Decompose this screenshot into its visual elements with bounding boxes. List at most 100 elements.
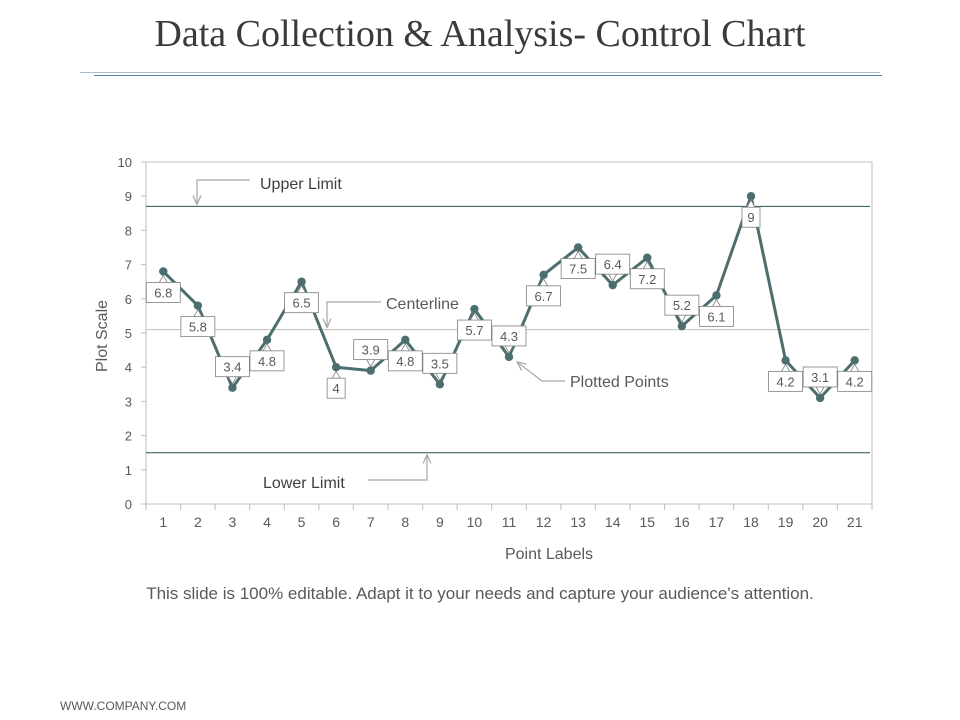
data-label-pointer [366,359,376,368]
y-tick-label: 7 [125,258,132,273]
data-label: 4.8 [249,343,285,372]
data-point [677,321,687,331]
data-label-box [664,294,700,316]
data-label: 4.2 [837,363,873,392]
data-label-text: 3.5 [431,356,449,371]
title-divider-line [80,72,880,73]
data-label-pointer [470,312,479,321]
title-divider-accent-line [94,75,882,76]
data-label: 6.8 [145,274,181,303]
data-label-text: 4.3 [500,329,518,344]
data-label-pointer [331,370,341,379]
data-label-text: 6.5 [293,296,311,311]
slide-title: Data Collection & Analysis- Control Char… [154,13,806,55]
data-label-box [387,350,423,372]
data-label-box [629,268,665,290]
data-point [435,380,445,389]
lower-limit-annotation: Lower Limit [263,475,345,492]
data-label: 4.3 [491,325,527,354]
data-label-text: 6.8 [154,285,172,300]
data-label-pointer [746,199,756,208]
centerline-connector [327,301,381,328]
data-point [573,243,583,252]
data-label-text: 4.2 [777,374,795,389]
data-label-text: 3.9 [362,343,380,358]
data-point [815,393,825,403]
data-label-pointer [228,376,237,385]
data-label-box [526,285,561,307]
data-label: 5.2 [664,294,700,323]
x-tick-label: 6 [332,514,340,530]
x-tick-label: 20 [812,514,828,530]
x-tick-label: 18 [743,514,759,530]
data-label-box [595,253,631,275]
data-label: 3.5 [422,352,458,382]
data-point [366,366,375,375]
data-label-pointer [193,308,203,317]
data-label-pointer [262,343,272,352]
data-label-box [180,316,216,338]
data-point [781,356,790,365]
data-label-text: 7.2 [638,272,656,287]
y-tick-label: 5 [125,326,132,341]
data-label-box [837,370,873,392]
x-tick-label: 4 [263,514,271,530]
data-label-box [326,377,346,399]
x-tick-label: 10 [467,514,483,530]
lower-limit-connector [368,455,427,481]
data-point [159,267,168,276]
data-label-text: 5.7 [465,323,483,338]
data-label-pointer [815,386,825,395]
data-point [504,352,514,362]
data-label: 7.5 [560,250,596,279]
y-axis-title: Plot Scale [94,300,111,372]
x-tick-label: 8 [401,514,409,530]
upper-limit-annotation: Upper Limit [260,176,342,193]
data-point [401,335,410,345]
data-point [193,301,203,310]
x-tick-label: 12 [536,514,552,530]
x-tick-label: 3 [229,514,237,530]
data-label-box [145,282,181,303]
data-point [262,335,272,345]
data-label-pointer [781,363,790,372]
data-label-box [457,319,492,341]
data-label: 3.9 [353,339,389,368]
data-label: 3.1 [802,366,838,395]
data-label-text: 7.5 [569,262,587,277]
data-label-pointer [158,274,168,283]
footer-website: WWW.COMPANY.COM [60,699,187,713]
y-tick-label: 6 [125,292,132,307]
data-label-box [353,339,389,361]
x-tick-label: 11 [502,514,517,530]
x-tick-label: 17 [709,514,725,530]
data-label-box [249,350,285,372]
plotted-points-connector [517,362,565,382]
data-label: 6.7 [526,278,561,307]
data-label-text: 9 [747,210,754,225]
data-point [297,277,306,286]
plotted-points-annotation: Plotted Points [570,374,669,391]
data-label: 6.5 [284,284,319,314]
data-label-pointer [400,343,410,352]
data-label: 6.4 [595,253,631,282]
x-tick-label: 21 [847,514,863,530]
data-label-pointer [850,363,860,372]
data-label: 4.2 [768,363,803,392]
data-label-text: 5.2 [673,298,691,313]
x-tick-label: 2 [194,514,202,530]
data-label-pointer [642,260,652,269]
data-label-pointer [677,314,687,323]
y-tick-label: 4 [125,360,132,375]
data-label-text: 4 [333,381,340,396]
slide-caption: This slide is 100% editable. Adapt it to… [146,584,814,603]
data-point [539,270,548,280]
data-point [470,304,479,314]
x-tick-label: 5 [298,514,306,530]
data-label-pointer [712,298,721,307]
data-label: 5.8 [180,308,216,338]
centerline-annotation: Centerline [386,296,459,313]
x-axis-title: Point Labels [505,546,593,563]
upper-limit-connector [197,179,250,204]
